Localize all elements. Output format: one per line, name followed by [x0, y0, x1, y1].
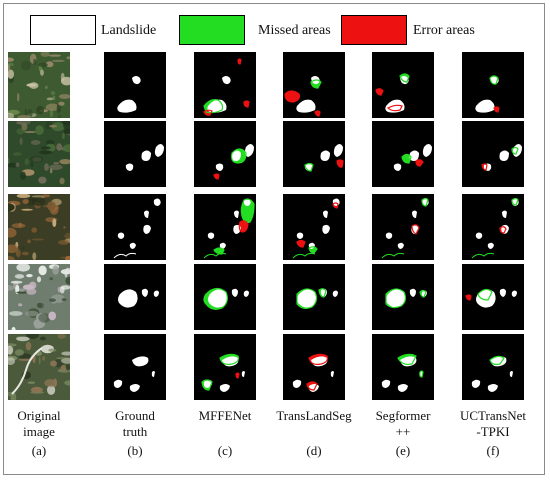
legend-swatch-error — [341, 15, 407, 45]
prediction-mask — [372, 121, 434, 187]
prediction-mask — [283, 121, 345, 187]
column-label: TransLandSeg — [276, 408, 352, 423]
prediction-mask — [462, 264, 524, 330]
prediction-mask — [283, 334, 345, 400]
original-image — [8, 334, 70, 400]
prediction-mask — [462, 194, 524, 260]
original-image — [8, 52, 70, 118]
prediction-mask — [462, 121, 524, 187]
legend-swatch-landslide — [30, 15, 96, 45]
column-letter: (a) — [31, 443, 47, 458]
prediction-mask — [462, 334, 524, 400]
column-letter: (b) — [127, 443, 143, 458]
prediction-mask — [194, 52, 256, 118]
prediction-mask — [283, 52, 345, 118]
prediction-mask — [194, 264, 256, 330]
prediction-mask — [462, 52, 524, 118]
column-letter: (d) — [306, 443, 322, 458]
legend-label-error: Error areas — [413, 23, 475, 38]
column-label: Ground truth — [115, 408, 155, 439]
prediction-mask — [283, 264, 345, 330]
column-label: UCTransNet -TPKI — [460, 408, 526, 439]
ground-truth-mask — [104, 334, 166, 400]
column-letter: (e) — [395, 443, 411, 458]
column-letter: (f) — [486, 443, 500, 458]
column-label: MFFENet — [198, 408, 252, 423]
prediction-mask — [194, 194, 256, 260]
column-label: Segformer ++ — [375, 408, 431, 439]
legend-label-missed: Missed areas — [258, 23, 331, 38]
prediction-mask — [194, 121, 256, 187]
prediction-mask — [372, 52, 434, 118]
ground-truth-mask — [104, 264, 166, 330]
prediction-mask — [194, 334, 256, 400]
column-label: Original image — [17, 408, 61, 439]
legend-label-landslide: Landslide — [101, 23, 157, 38]
prediction-mask — [372, 194, 434, 260]
original-image — [8, 194, 70, 260]
figure-frame — [3, 3, 545, 475]
original-image — [8, 121, 70, 187]
original-image — [8, 264, 70, 330]
ground-truth-mask — [104, 194, 166, 260]
legend-swatch-missed — [179, 15, 245, 45]
prediction-mask — [283, 194, 345, 260]
prediction-mask — [372, 334, 434, 400]
ground-truth-mask — [104, 121, 166, 187]
column-letter: (c) — [217, 443, 233, 458]
ground-truth-mask — [104, 52, 166, 118]
prediction-mask — [372, 264, 434, 330]
